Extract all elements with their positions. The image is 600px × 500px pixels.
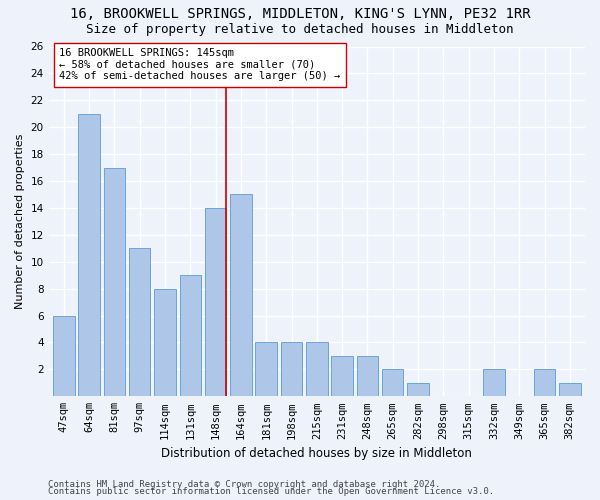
Bar (256, 342, 277, 396)
Text: Contains public sector information licensed under the Open Government Licence v3: Contains public sector information licen… (48, 488, 494, 496)
X-axis label: Distribution of detached houses by size in Middleton: Distribution of detached houses by size … (161, 447, 472, 460)
Bar (559, 383, 581, 396)
Text: 16 BROOKWELL SPRINGS: 145sqm
← 58% of detached houses are smaller (70)
42% of se: 16 BROOKWELL SPRINGS: 145sqm ← 58% of de… (59, 48, 341, 82)
Bar (483, 370, 505, 396)
Bar (407, 383, 429, 396)
Text: Contains HM Land Registry data © Crown copyright and database right 2024.: Contains HM Land Registry data © Crown c… (48, 480, 440, 489)
Bar (356, 356, 378, 397)
Bar (129, 248, 151, 396)
Bar (179, 275, 201, 396)
Bar (53, 316, 74, 396)
Bar (104, 168, 125, 396)
Text: Size of property relative to detached houses in Middleton: Size of property relative to detached ho… (86, 22, 514, 36)
Bar (230, 194, 251, 396)
Bar (306, 342, 328, 396)
Bar (331, 356, 353, 397)
Bar (79, 114, 100, 397)
Bar (534, 370, 555, 396)
Y-axis label: Number of detached properties: Number of detached properties (15, 134, 25, 309)
Bar (382, 370, 403, 396)
Bar (154, 288, 176, 397)
Bar (281, 342, 302, 396)
Text: 16, BROOKWELL SPRINGS, MIDDLETON, KING'S LYNN, PE32 1RR: 16, BROOKWELL SPRINGS, MIDDLETON, KING'S… (70, 8, 530, 22)
Bar (205, 208, 226, 396)
